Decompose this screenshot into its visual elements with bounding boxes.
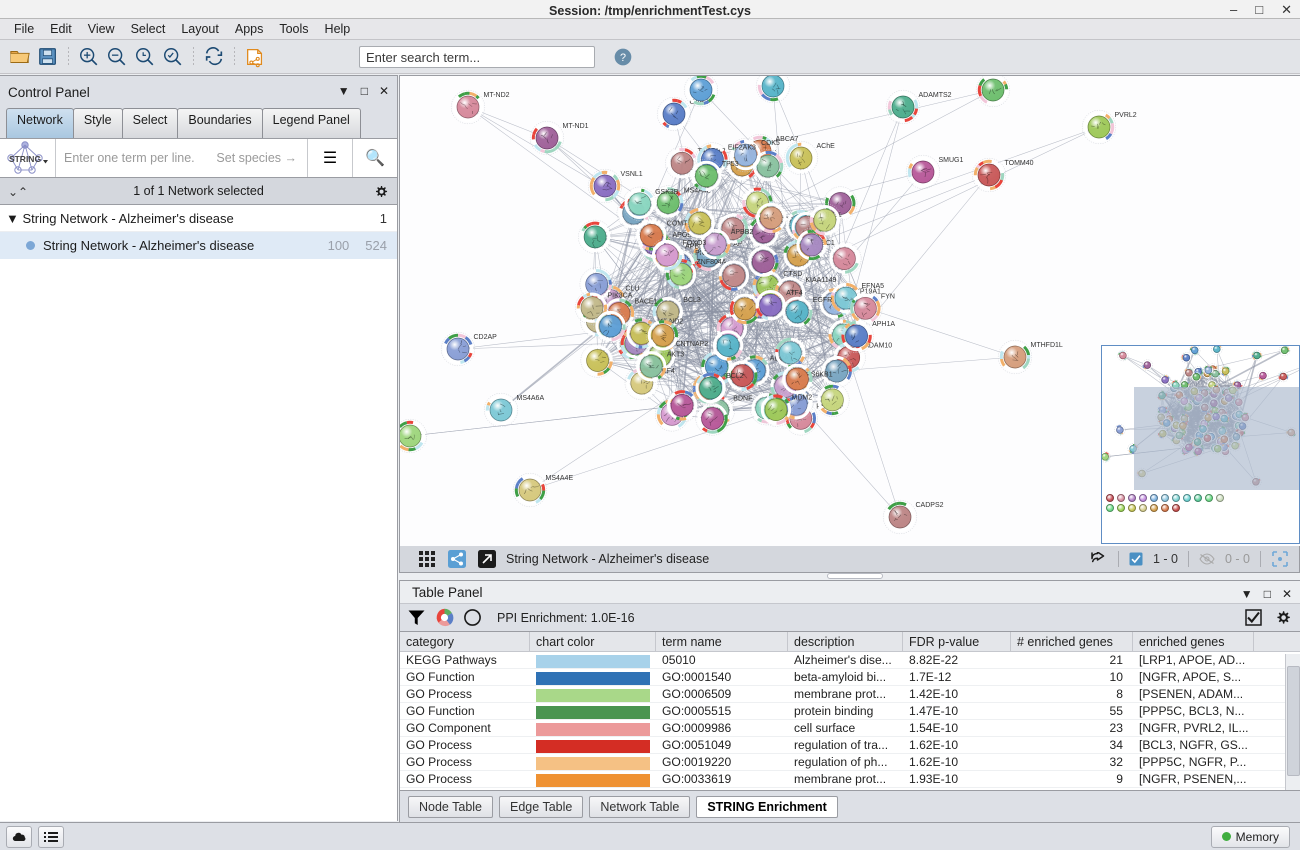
svg-text:SMUG1: SMUG1 [939,157,964,164]
svg-text:APBB2: APBB2 [731,229,754,236]
svg-text:BDNF: BDNF [733,396,752,403]
svg-text:MT-ND1: MT-ND1 [563,123,589,130]
svg-text:TP53: TP53 [722,161,739,168]
svg-text:ATF4: ATF4 [786,290,803,297]
svg-text:MS4A6A: MS4A6A [517,395,545,402]
svg-text:BCL3: BCL3 [683,297,701,304]
svg-text:CNTNAP2: CNTNAP2 [676,341,709,348]
svg-text:COMT: COMT [667,220,688,227]
svg-text:EGFR: EGFR [813,297,832,304]
svg-text:KIAA1149: KIAA1149 [805,277,836,284]
svg-text:PVRL2: PVRL2 [1115,112,1137,119]
svg-text:STRING: STRING [8,154,41,164]
svg-text:MS4A4E: MS4A4E [546,475,574,482]
svg-text:BCL2: BCL2 [726,373,744,380]
svg-text:AKT3: AKT3 [667,351,685,358]
svg-text:EFNA5: EFNA5 [862,283,885,290]
svg-text:BACE1: BACE1 [635,299,658,306]
svg-text:PIK3CA: PIK3CA [608,293,633,300]
svg-text:FOXO3: FOXO3 [683,240,707,247]
svg-text:MTHFD1L: MTHFD1L [1031,342,1063,349]
svg-text:ADAMTS2: ADAMTS2 [919,92,952,99]
svg-text:CD2AP: CD2AP [474,334,498,341]
svg-text:TOMM40: TOMM40 [1005,160,1034,167]
svg-text:ZNF804A: ZNF804A [697,259,727,266]
svg-text:EIF2AK3: EIF2AK3 [728,145,756,152]
svg-text:CDK5: CDK5 [761,140,780,147]
svg-text:VSNL1: VSNL1 [621,171,643,178]
svg-text:APH1A: APH1A [872,321,895,328]
svg-text:CTSD: CTSD [783,271,802,278]
svg-text:CADPS2: CADPS2 [916,502,944,509]
svg-text:GSK3B: GSK3B [655,189,679,196]
svg-text:MT-ND2: MT-ND2 [484,92,510,99]
svg-text:CLU: CLU [625,286,639,293]
svg-text:?: ? [620,52,626,64]
svg-text:AChE: AChE [817,143,836,150]
svg-text:FYN: FYN [881,293,895,300]
